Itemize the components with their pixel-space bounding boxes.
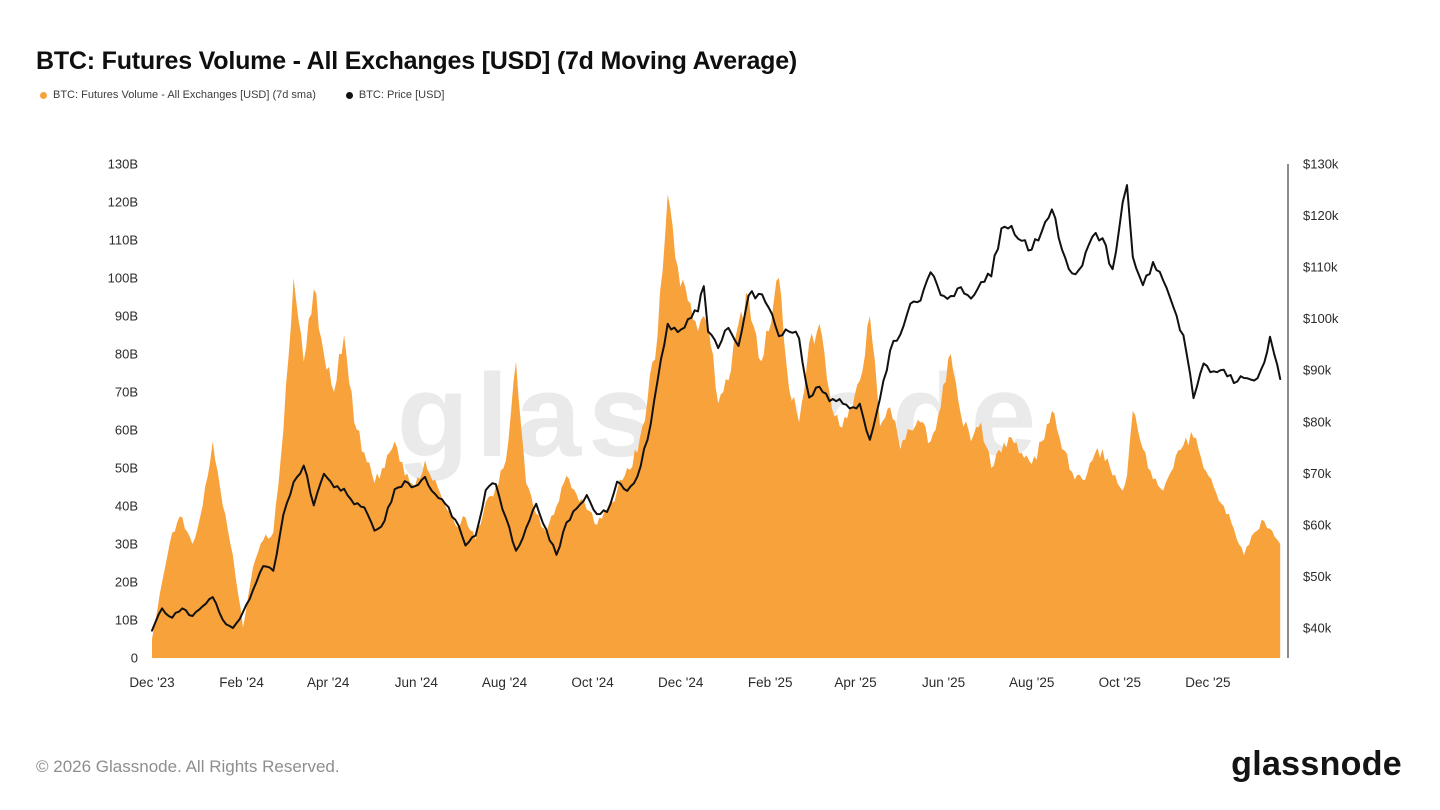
y-axis-right-label: $70k xyxy=(1303,466,1332,481)
page-title: BTC: Futures Volume - All Exchanges [USD… xyxy=(36,46,798,75)
glassnode-logo[interactable]: glassnode xyxy=(1231,745,1402,783)
y-axis-right-label: $40k xyxy=(1303,621,1332,636)
x-axis-label: Dec '23 xyxy=(129,675,174,690)
y-axis-left-label: 20B xyxy=(115,575,138,590)
btc-price-line xyxy=(151,184,1282,632)
y-axis-left-label: 90B xyxy=(115,309,138,324)
legend-dot-icon xyxy=(40,91,47,99)
copyright-text: © 2026 Glassnode. All Rights Reserved. xyxy=(36,757,340,776)
y-axis-right-label: $110k xyxy=(1303,260,1338,275)
futures-volume-area xyxy=(152,194,1281,658)
x-axis-label: Feb '25 xyxy=(748,675,793,690)
legend-item-futures-volume[interactable]: BTC: Futures Volume - All Exchanges [USD… xyxy=(40,89,316,101)
y-axis-right-label: $50k xyxy=(1303,569,1332,584)
y-axis-left-label: 40B xyxy=(115,499,138,514)
x-axis-label: Apr '24 xyxy=(307,675,350,690)
x-axis-label: Feb '24 xyxy=(219,675,264,690)
x-axis-label: Apr '25 xyxy=(834,675,876,690)
y-axis-left-label: 100B xyxy=(108,271,138,286)
x-axis-label: Oct '25 xyxy=(1099,675,1141,690)
y-axis-right-label: $120k xyxy=(1303,208,1339,223)
x-axis-label: Aug '25 xyxy=(1009,675,1054,690)
y-axis-left-label: 120B xyxy=(108,195,138,210)
legend-label: BTC: Futures Volume - All Exchanges [USD… xyxy=(53,89,316,101)
legend-item-price[interactable]: BTC: Price [USD] xyxy=(345,89,445,101)
x-axis-label: Aug '24 xyxy=(482,675,528,690)
x-axis-label: Dec '25 xyxy=(1185,675,1230,690)
y-axis-left-label: 0 xyxy=(131,651,138,666)
y-axis-right-label: $90k xyxy=(1303,363,1332,378)
y-axis-left-label: 50B xyxy=(115,461,138,476)
y-axis-left-label: 110B xyxy=(109,233,138,248)
y-axis-left-label: 70B xyxy=(115,385,138,400)
x-axis-label: Jun '25 xyxy=(922,675,965,690)
y-axis-left-label: 130B xyxy=(108,157,138,172)
y-axis-right-label: $80k xyxy=(1303,414,1332,429)
futures-volume-price-chart[interactable]: 0 10B 20B 30B 40B 50B 60B 70B 80B 90B 100B 110B 120B… xyxy=(0,128,1440,708)
y-axis-right-label: $100k xyxy=(1303,311,1339,326)
x-axis-label: Jun '24 xyxy=(395,675,439,690)
y-axis-left-label: 30B xyxy=(115,537,138,552)
y-axis-right-label: $60k xyxy=(1303,517,1332,532)
y-axis-right-label: $130k xyxy=(1303,157,1339,172)
y-axis-left-label: 80B xyxy=(115,347,138,362)
chart-legend: BTC: Futures Volume - All Exchanges [USD… xyxy=(40,89,444,101)
x-axis-label: Dec '24 xyxy=(658,675,704,690)
legend-dot-icon xyxy=(345,91,353,99)
x-axis-label: Oct '24 xyxy=(571,675,614,690)
y-axis-left-label: 10B xyxy=(115,613,138,628)
legend-label: BTC: Price [USD] xyxy=(358,89,445,101)
y-axis-left-label: 60B xyxy=(115,423,138,438)
